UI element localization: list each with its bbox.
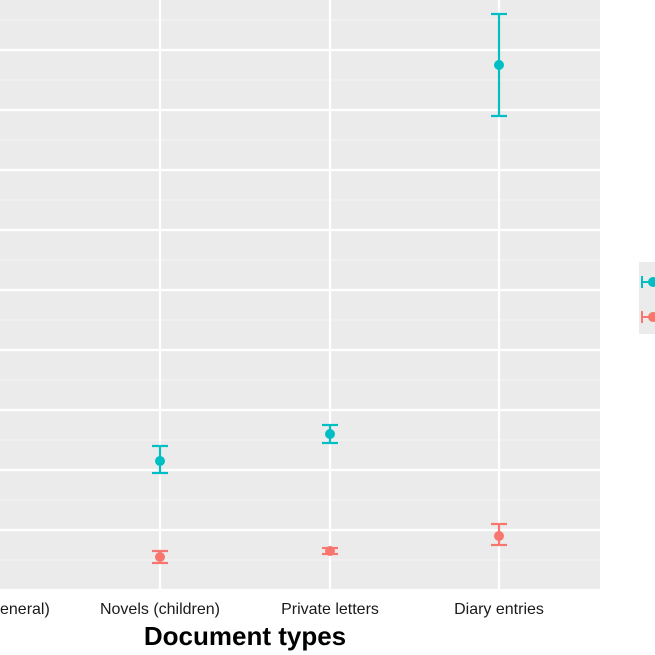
legend-key-background — [639, 262, 655, 334]
data-point — [155, 552, 165, 562]
points — [155, 60, 504, 562]
legend — [639, 262, 655, 334]
data-point — [155, 456, 165, 466]
data-point — [494, 531, 504, 541]
grid-major — [0, 0, 600, 592]
x-axis-title: Document types — [144, 621, 346, 651]
x-tick-label: Private letters — [281, 601, 379, 618]
data-point — [494, 60, 504, 70]
legend-key-point — [648, 312, 655, 322]
x-tick-label: Diary entries — [454, 601, 544, 618]
legend-key-point — [648, 277, 655, 287]
x-tick-labels: eneral) Novels (children) Private letters D… — [0, 601, 544, 618]
data-point — [325, 429, 335, 439]
plot-panel — [0, 0, 600, 590]
x-tick-label: eneral) — [0, 601, 50, 618]
x-tick-label: Novels (children) — [100, 601, 220, 618]
data-point — [325, 546, 335, 556]
